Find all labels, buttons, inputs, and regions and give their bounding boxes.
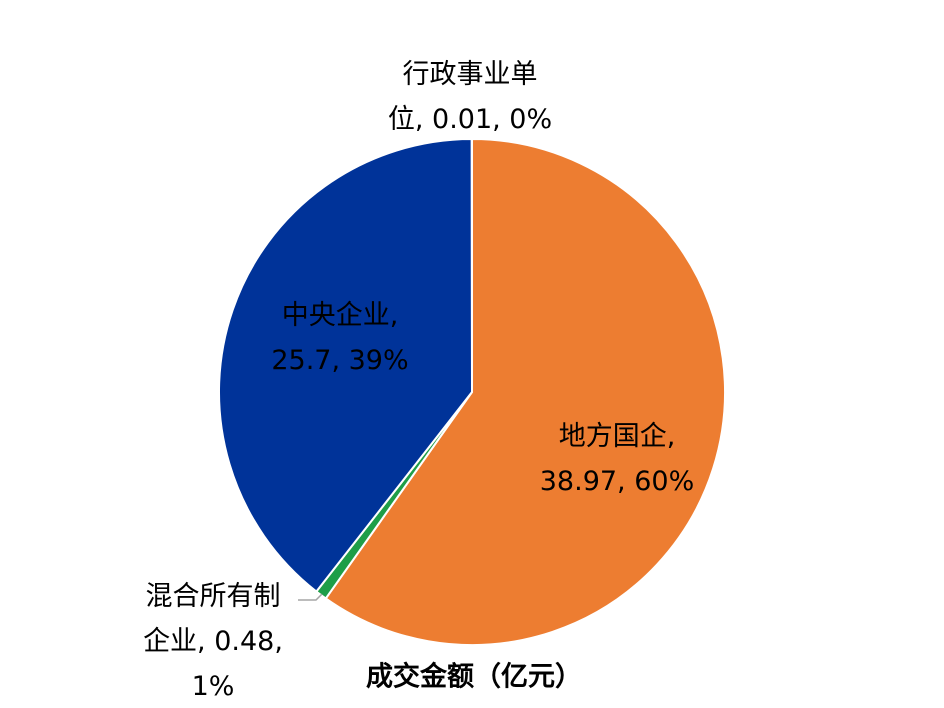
data-label-line: 中央企业, [282, 300, 399, 331]
data-label-line: 25.7, 39% [271, 345, 408, 376]
pie-slice [218, 137, 474, 593]
data-label-line: 38.97, 60% [540, 466, 694, 497]
data-label: 地方国企, 38.97, 60% [540, 421, 694, 497]
leader-line [298, 593, 323, 601]
data-label-line: 混合所有制 [146, 581, 281, 612]
data-label-line: 地方国企, [559, 421, 676, 452]
data-label-line: 企业, 0.48, [143, 626, 283, 657]
data-label: 混合所有制企业, 0.48, 1% [143, 581, 283, 702]
data-label: 中央企业, 25.7, 39% [271, 300, 408, 376]
data-label-line: 位, 0.01, 0% [388, 104, 552, 135]
data-label-line: 1% [192, 671, 235, 702]
pie-slice [324, 137, 726, 646]
data-label-line: 行政事业单 [403, 59, 538, 90]
data-label: 行政事业单位, 0.01, 0% [388, 59, 552, 135]
chart-title: 成交金额（亿元） [366, 661, 582, 693]
